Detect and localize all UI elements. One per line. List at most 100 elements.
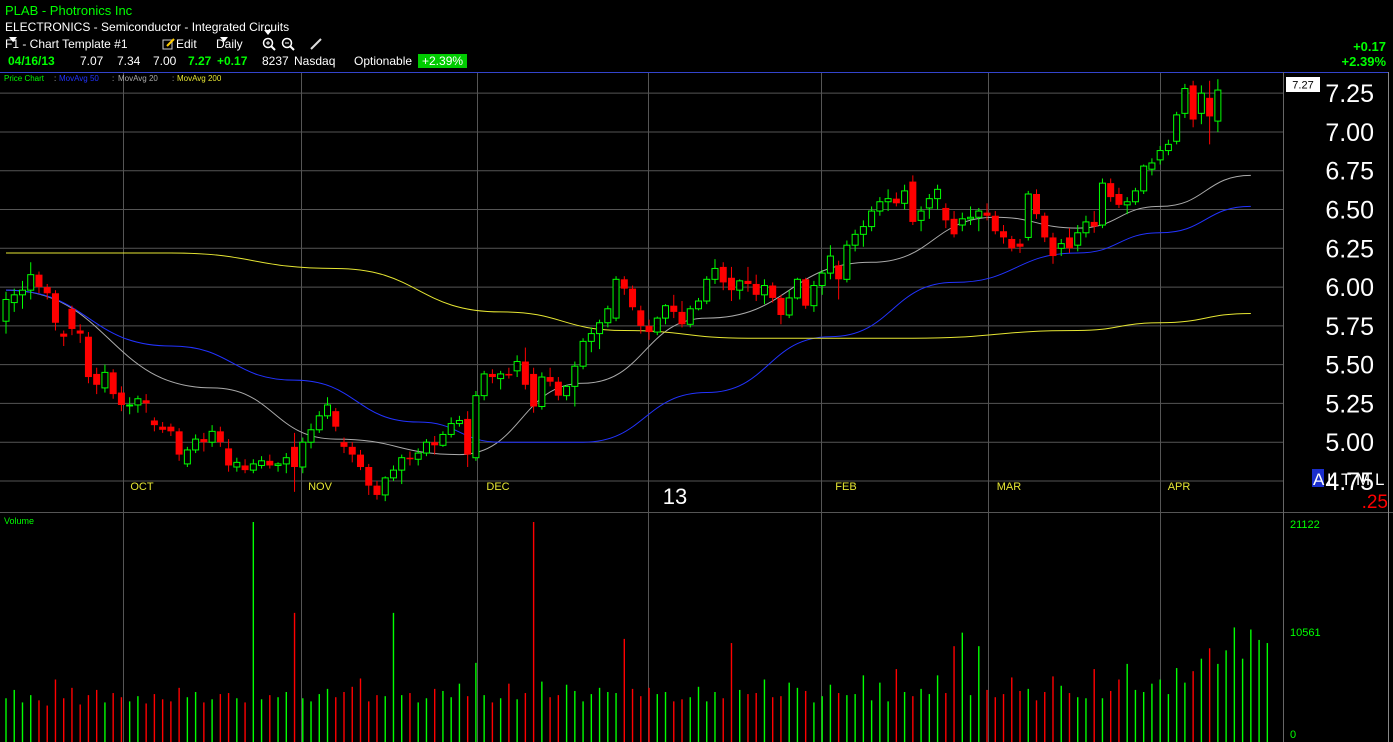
zoom-out-button[interactable] [281, 37, 295, 54]
legend-sep-1: : [54, 74, 56, 83]
candle-body [612, 278, 620, 319]
candle-body [835, 265, 843, 280]
candle-body [736, 280, 744, 291]
candle-body [587, 333, 595, 342]
candle-body [167, 426, 175, 432]
candle-body [777, 297, 785, 315]
volume-legend: Volume [4, 516, 34, 526]
legend-sep-2: : [112, 74, 114, 83]
candle-body [60, 333, 68, 337]
candle-body [1008, 238, 1016, 249]
optionable-label: Optionable [354, 54, 413, 68]
volume-bars [5, 522, 1269, 742]
candle-body [373, 485, 381, 495]
candle-body [76, 330, 84, 334]
candle-body [1049, 237, 1057, 257]
stock-chart[interactable]: Price Chart : MovAvg 50 : MovAvg 20 : Mo… [0, 72, 1393, 742]
candle-body [653, 317, 661, 333]
candle-body [431, 442, 439, 446]
candle-body [266, 460, 274, 466]
candle-body [315, 415, 323, 431]
candle-body [175, 431, 183, 455]
candle-body [876, 201, 884, 212]
quote-volume: 8237 [262, 54, 289, 68]
candle-body [1214, 89, 1222, 122]
quote-exchange: Nasdaq [294, 54, 336, 68]
candle-body [2, 298, 10, 322]
candle-body [480, 373, 488, 397]
scale-mode-l2[interactable]: L [1375, 470, 1384, 489]
price-tick-label: 7.25 [1325, 80, 1374, 108]
quote-date: 04/16/13 [8, 54, 55, 68]
sector-dropdown-icon[interactable] [260, 24, 272, 42]
candle-body [760, 285, 768, 296]
month-label: NOV [308, 481, 333, 493]
year-label: 13 [663, 484, 687, 509]
candle-body [991, 215, 999, 232]
scale-mode-a[interactable]: A [1313, 470, 1325, 489]
edit-button[interactable]: Edit [162, 37, 197, 51]
scale-mode-m[interactable]: M [1356, 470, 1370, 489]
candle-body [925, 198, 933, 209]
price-tick-label: 6.25 [1325, 235, 1374, 263]
candle-body [884, 198, 892, 203]
last-price-box [1286, 77, 1320, 92]
candle-body [208, 430, 216, 443]
month-label: APR [1168, 481, 1191, 493]
candle-body [579, 340, 587, 367]
candle-body [917, 210, 925, 221]
candle-body [909, 181, 917, 222]
chevron-down-icon [264, 30, 272, 36]
candle-body [975, 210, 983, 218]
candle-body [843, 244, 851, 280]
candle-body [818, 272, 826, 287]
month-label: MAR [997, 481, 1022, 493]
sector-label[interactable]: ELECTRONICS - Semiconductor - Integrated… [5, 20, 290, 34]
candle-body [1173, 114, 1181, 142]
candle-body [1024, 193, 1032, 238]
candle-body [1189, 85, 1197, 120]
candle-body [645, 325, 653, 333]
candle-body [1016, 243, 1024, 247]
candle-body [51, 293, 59, 323]
candle-body [571, 365, 579, 387]
price-tick-label: 7.00 [1325, 119, 1374, 147]
candle-body [851, 233, 859, 246]
quote-open: 7.07 [80, 54, 104, 68]
candle-body [983, 212, 991, 216]
candle-body [332, 411, 340, 427]
legend-ma50: MovAvg 50 [59, 74, 99, 83]
candle-body [934, 188, 942, 200]
zoom-in-button[interactable] [262, 37, 276, 54]
month-label: DEC [486, 481, 509, 493]
candle-body [109, 372, 117, 395]
candle-body [563, 385, 571, 397]
candle-body [950, 218, 958, 235]
right-pct: +2.39% [1341, 54, 1386, 69]
candle-body [505, 373, 513, 376]
candle-body [727, 277, 735, 291]
pct-change-badge: +2.39% [418, 54, 468, 68]
candle-body [793, 278, 801, 299]
candle-body [744, 280, 752, 284]
zoom-out-icon [281, 37, 295, 51]
candle-body [859, 226, 867, 235]
candle-body [678, 311, 686, 325]
candle-body [1123, 201, 1131, 206]
draw-tool-button[interactable] [309, 37, 323, 54]
candle-body [1065, 237, 1073, 249]
scale-mode-l[interactable]: L [1327, 470, 1336, 489]
scale-mode-t[interactable]: T [1341, 470, 1351, 489]
candle-body [389, 469, 397, 479]
candle-body [1164, 143, 1172, 152]
candle-body [785, 297, 793, 316]
candle-body [1181, 88, 1189, 114]
candle-body [216, 431, 224, 443]
zoom-in-icon [262, 37, 276, 51]
legend-ma200: MovAvg 200 [177, 74, 222, 83]
candle-body [447, 423, 455, 435]
candle-body [802, 279, 810, 306]
price-tick-label: 6.75 [1325, 158, 1374, 186]
candle-body [637, 310, 645, 326]
candle-body [1098, 182, 1106, 226]
